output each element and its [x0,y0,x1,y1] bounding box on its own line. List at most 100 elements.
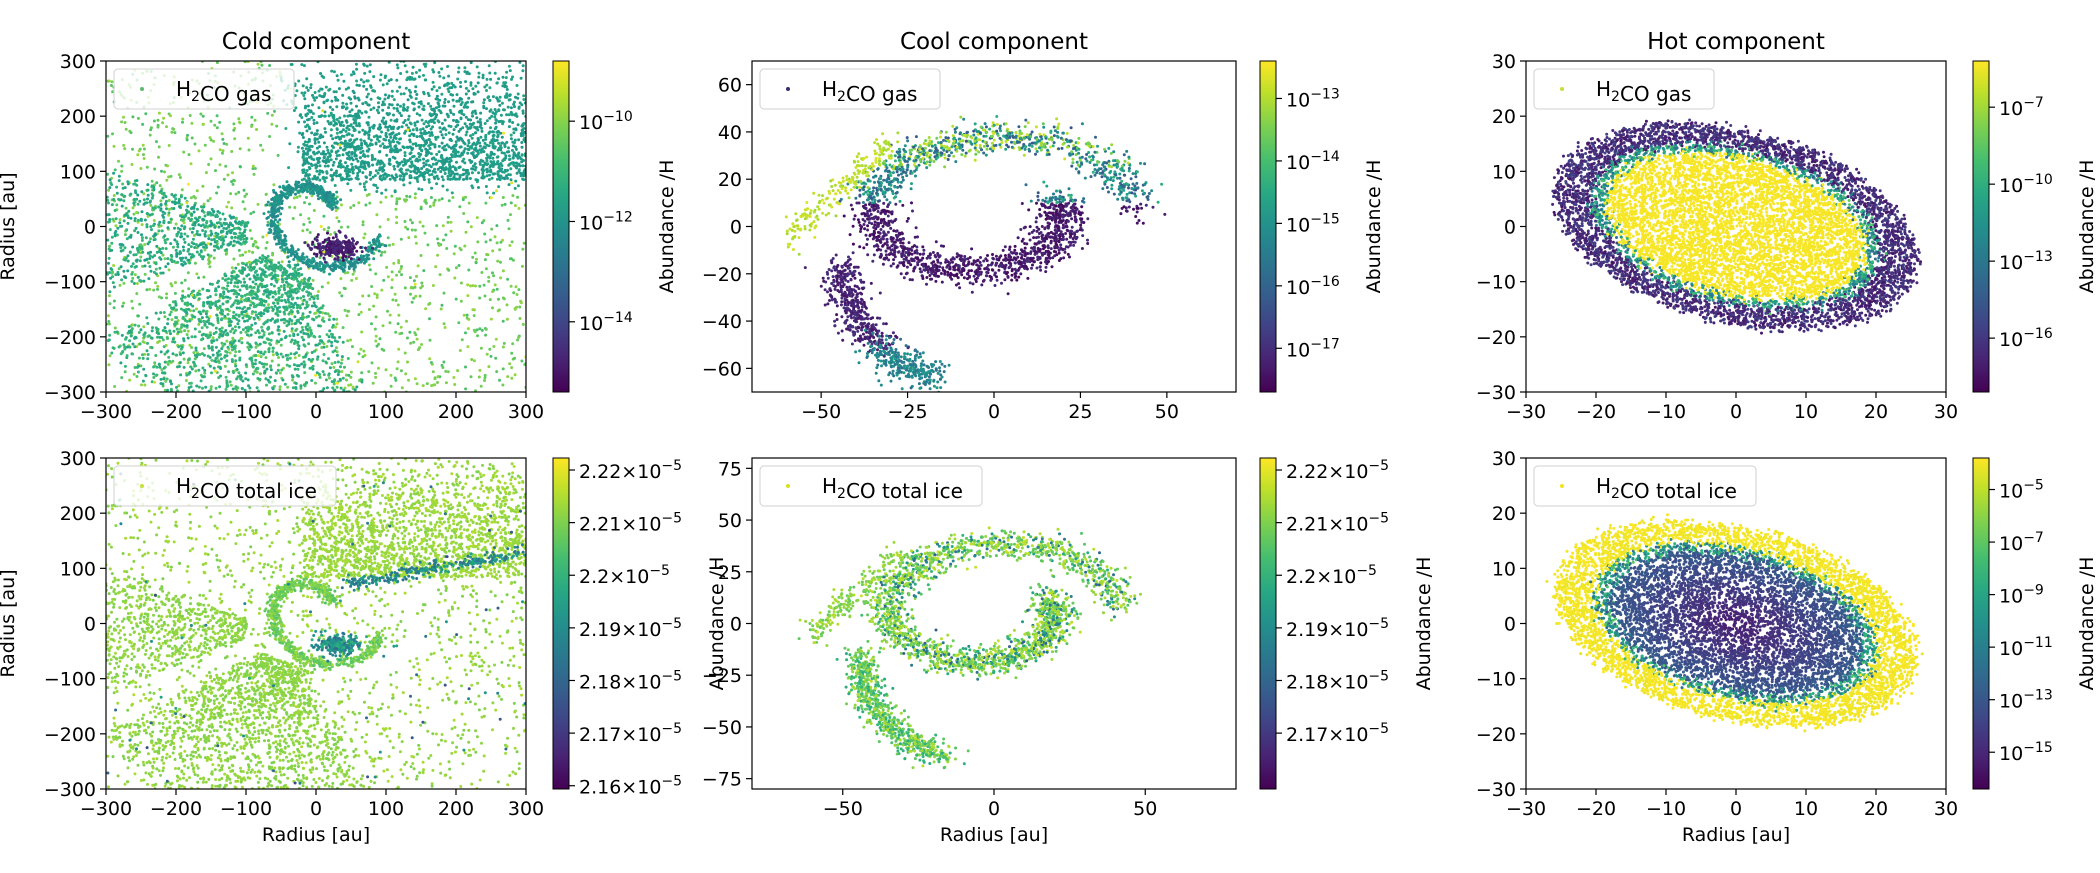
data-point [193,246,197,249]
data-point [403,351,407,355]
data-point [369,171,373,175]
data-point [362,153,366,157]
data-point [246,333,249,337]
data-point [108,302,112,306]
data-point [341,165,345,169]
data-point [422,164,426,168]
data-point [233,325,237,329]
data-point [248,277,252,281]
data-point [415,176,419,179]
data-point [355,104,358,108]
data-point [472,359,476,363]
data-point [335,174,339,178]
data-point [250,125,254,128]
subplot-1: −300 −200 −100 0 100 200 300−300−200−100010020… [0,29,678,423]
data-point [491,271,494,275]
data-point [391,298,395,302]
data-point [365,143,369,147]
data-point [306,150,310,153]
data-point [331,177,335,181]
data-point [447,171,451,175]
data-point [415,337,419,341]
data-point [432,70,436,74]
data-point [480,148,484,152]
data-point [234,220,237,224]
data-point [189,365,193,369]
data-point [273,109,276,113]
data-point [256,377,260,380]
data-point [329,168,333,172]
data-point [207,237,211,241]
data-point [362,162,366,166]
data-point [239,280,243,284]
data-point [143,218,147,222]
data-point [215,61,219,65]
data-point [427,124,431,128]
data-point [398,174,402,178]
data-point [472,328,476,332]
data-point [221,149,225,153]
data-point [220,132,224,136]
data-point [324,161,328,165]
data-point [276,352,279,356]
data-point [336,369,340,373]
data-point [333,388,337,392]
data-point [462,313,466,317]
data-point [345,314,349,318]
data-point [505,317,509,321]
data-point [122,195,126,199]
data-point [347,154,351,158]
data-point [277,261,281,265]
data-point [135,282,139,285]
data-point [321,159,325,163]
data-point [285,271,289,275]
data-point [399,325,403,329]
data-point [145,288,149,292]
data-point [236,262,240,266]
data-point [126,182,130,186]
data-point [381,108,385,112]
data-point [418,134,422,138]
data-point [170,193,174,196]
data-point [378,135,382,139]
data-point [197,297,201,301]
data-point [337,120,341,124]
data-point [332,160,336,164]
data-point [111,346,115,350]
data-point [383,250,387,254]
data-point [420,167,424,170]
data-point [498,95,502,99]
data-point [294,329,298,332]
data-point [192,351,196,355]
data-point [293,367,297,371]
data-point [448,157,452,161]
data-point [374,315,378,319]
data-point [455,99,459,103]
data-point [167,355,171,359]
data-point [260,63,264,67]
data-point [420,281,424,285]
data-point [429,196,433,199]
data-point [263,362,266,366]
data-point [371,125,375,129]
data-point [293,206,297,209]
data-point [220,244,223,248]
data-point [154,267,158,271]
data-point [245,287,249,291]
data-point [410,132,414,136]
data-point [214,330,218,334]
data-point [167,213,171,217]
data-point [215,242,219,246]
data-point [325,386,329,390]
data-point [484,327,488,331]
data-point [189,385,193,389]
data-point [370,285,374,288]
data-point [252,286,256,289]
data-point [476,120,480,124]
data-point [142,153,145,157]
data-point [332,365,336,369]
data-point [135,259,139,263]
data-point [405,198,408,202]
data-point [388,159,392,163]
data-point [370,153,374,157]
